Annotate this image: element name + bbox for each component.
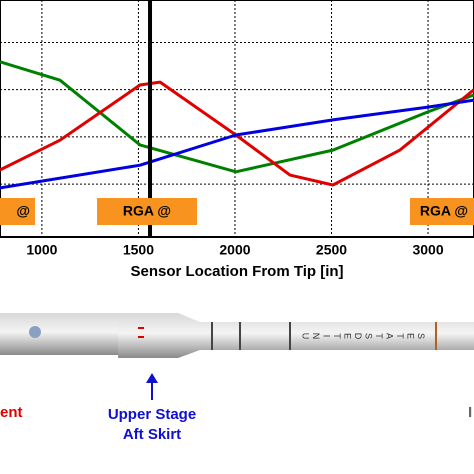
rocket-letter: E xyxy=(343,333,353,339)
rocket-letter: E xyxy=(406,333,416,339)
logo xyxy=(29,326,41,338)
upper-stage-label: Upper Stage xyxy=(108,406,196,423)
rocket-letter: N xyxy=(311,333,321,340)
rocket-letter: S xyxy=(416,333,426,339)
right-label: I xyxy=(468,404,472,421)
x-tick-label: 1500 xyxy=(123,242,154,258)
rocket-letter: A xyxy=(385,333,395,339)
rocket-letter: T xyxy=(332,333,342,339)
aft-skirt-label: Aft Skirt xyxy=(123,426,181,443)
x-tick-label: 3000 xyxy=(412,242,443,258)
annotation-box xyxy=(97,198,197,225)
annotation-label: @ xyxy=(16,203,30,219)
plot-frame xyxy=(0,0,474,238)
x-tick-label: 2500 xyxy=(316,242,347,258)
rocket-letter: U xyxy=(301,333,311,340)
first-stage xyxy=(0,313,118,355)
annotation-label: RGA @ xyxy=(420,203,468,219)
left-label: ent xyxy=(0,404,23,421)
marker xyxy=(138,336,144,338)
rocket-letter: S xyxy=(364,333,374,339)
annotation-box xyxy=(0,198,35,225)
x-axis-label: Sensor Location From Tip [in] xyxy=(130,263,343,280)
rocket-letter: I xyxy=(322,335,332,338)
series-line xyxy=(0,60,474,174)
series-line xyxy=(0,98,474,190)
marker xyxy=(138,327,144,329)
annotation-label: RGA @ xyxy=(123,203,171,219)
upper-stage xyxy=(118,313,474,358)
x-tick-label: 2000 xyxy=(219,242,250,258)
arrow-head xyxy=(146,373,158,383)
rocket-letter: T xyxy=(374,333,384,339)
rocket-letter: T xyxy=(395,333,405,339)
rocket-letter: D xyxy=(353,333,363,340)
x-tick-label: 1000 xyxy=(26,242,57,258)
annotation-box xyxy=(410,198,474,225)
